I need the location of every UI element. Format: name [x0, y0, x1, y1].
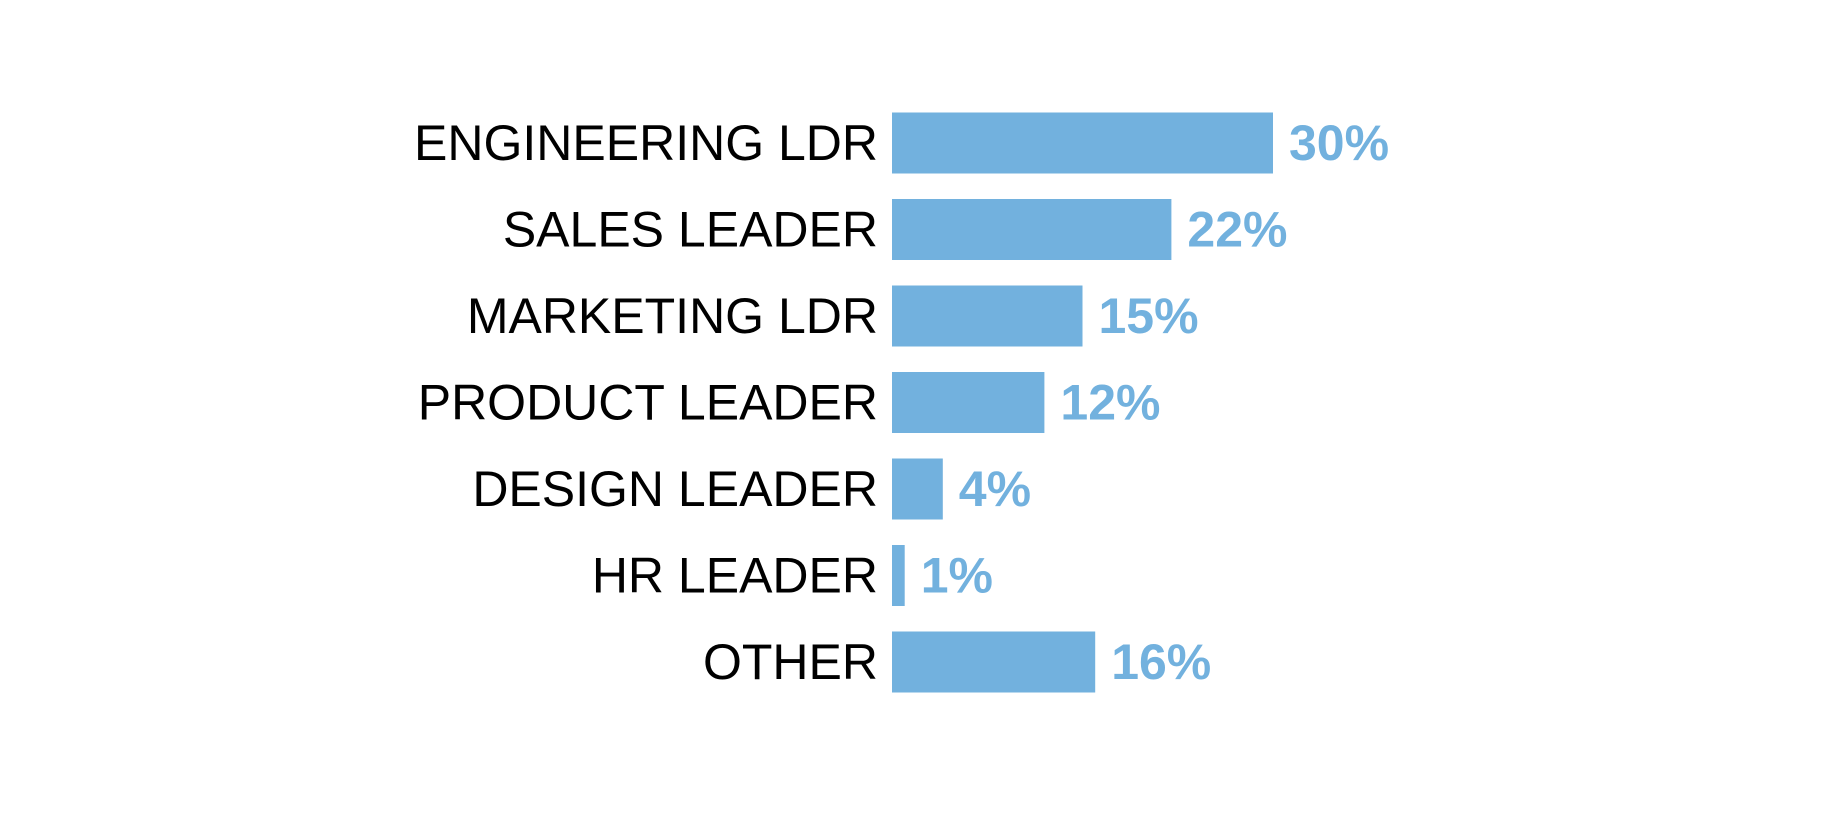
bar [892, 112, 1273, 174]
category-label: ENGINEERING LDR [414, 115, 878, 171]
category-label: OTHER [703, 634, 878, 690]
category-label: MARKETING LDR [467, 288, 878, 344]
value-label: 16% [1111, 634, 1211, 690]
value-label: 22% [1187, 202, 1287, 258]
value-label: 4% [959, 461, 1031, 517]
value-label: 12% [1060, 375, 1160, 431]
bar [892, 199, 1172, 260]
bar-row: OTHER 16% [703, 631, 1211, 693]
bar-row: ENGINEERING LDR 30% [414, 112, 1389, 174]
bar [892, 372, 1045, 433]
value-label: 30% [1289, 115, 1389, 171]
bar-row: HR LEADER 1% [592, 545, 993, 606]
bar [892, 631, 1096, 693]
value-label: 1% [921, 548, 993, 604]
bar [892, 285, 1083, 347]
category-label: DESIGN LEADER [472, 461, 878, 517]
bar-row: SALES LEADER 22% [503, 199, 1287, 260]
category-label: PRODUCT LEADER [418, 375, 878, 431]
value-label: 15% [1099, 288, 1199, 344]
bar [892, 458, 943, 520]
category-label: HR LEADER [592, 548, 878, 604]
bar-row: DESIGN LEADER 4% [472, 458, 1031, 520]
chart-rows: ENGINEERING LDR 30% SALES LEADER 22% MARKETI… [414, 112, 1389, 693]
bar-row: PRODUCT LEADER 12% [418, 372, 1160, 433]
bar [892, 545, 905, 606]
category-label: SALES LEADER [503, 202, 878, 258]
bar-row: MARKETING LDR 15% [467, 285, 1199, 347]
